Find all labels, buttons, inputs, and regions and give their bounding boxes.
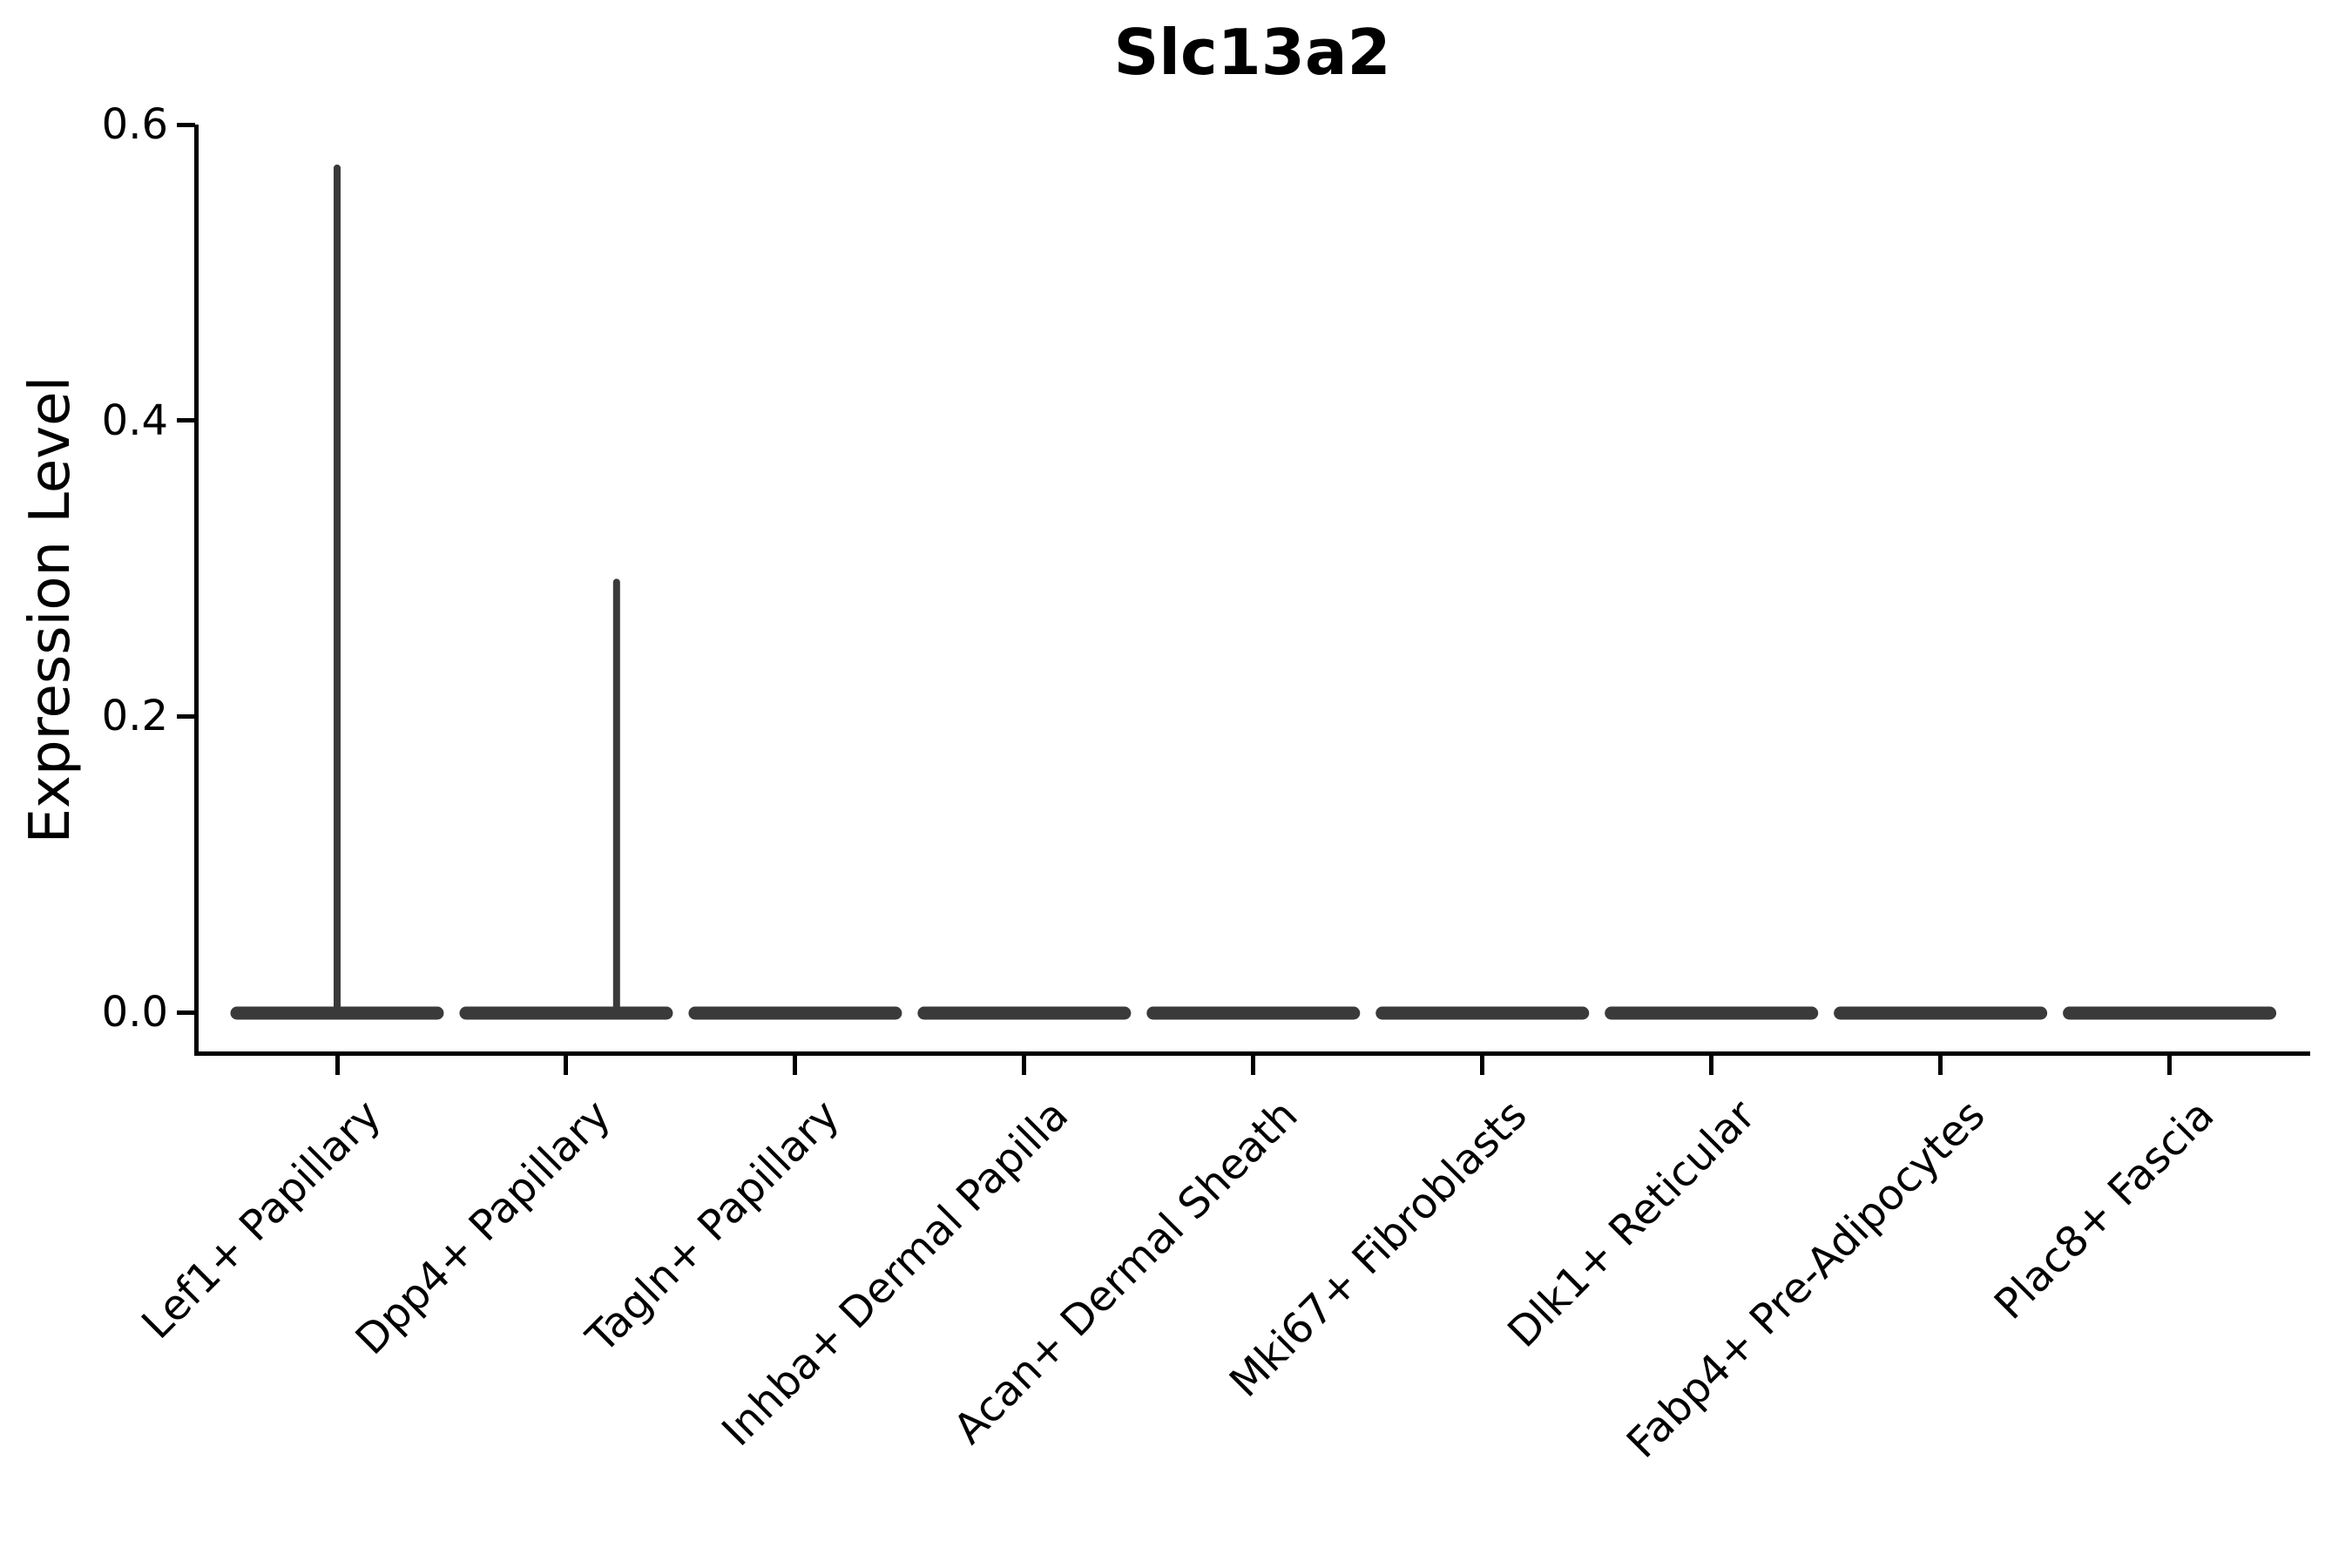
y-tick-label: 0.4 [101,395,168,445]
plot-title: Slc13a2 [1113,16,1391,89]
y-tick-mark [177,713,195,719]
x-tick-mark [1709,1056,1714,1075]
x-tick-mark [2167,1056,2173,1075]
x-tick-mark [335,1056,340,1075]
violin [230,164,444,1020]
y-tick-label: 0.2 [101,692,168,741]
y-tick-label: 0.0 [101,988,168,1037]
x-tick-mark [793,1056,798,1075]
y-tick-mark [177,1010,195,1015]
y-tick-label: 0.6 [101,100,168,149]
x-tick-mark [1938,1056,1943,1075]
x-tick-mark [1251,1056,1256,1075]
x-tick-mark [1022,1056,1027,1075]
violin [459,578,673,1020]
x-tick-mark [1480,1056,1485,1075]
x-tick-mark [564,1056,569,1075]
plot-area [194,125,2310,1056]
y-tick-mark [177,122,195,127]
y-tick-mark [177,418,195,423]
